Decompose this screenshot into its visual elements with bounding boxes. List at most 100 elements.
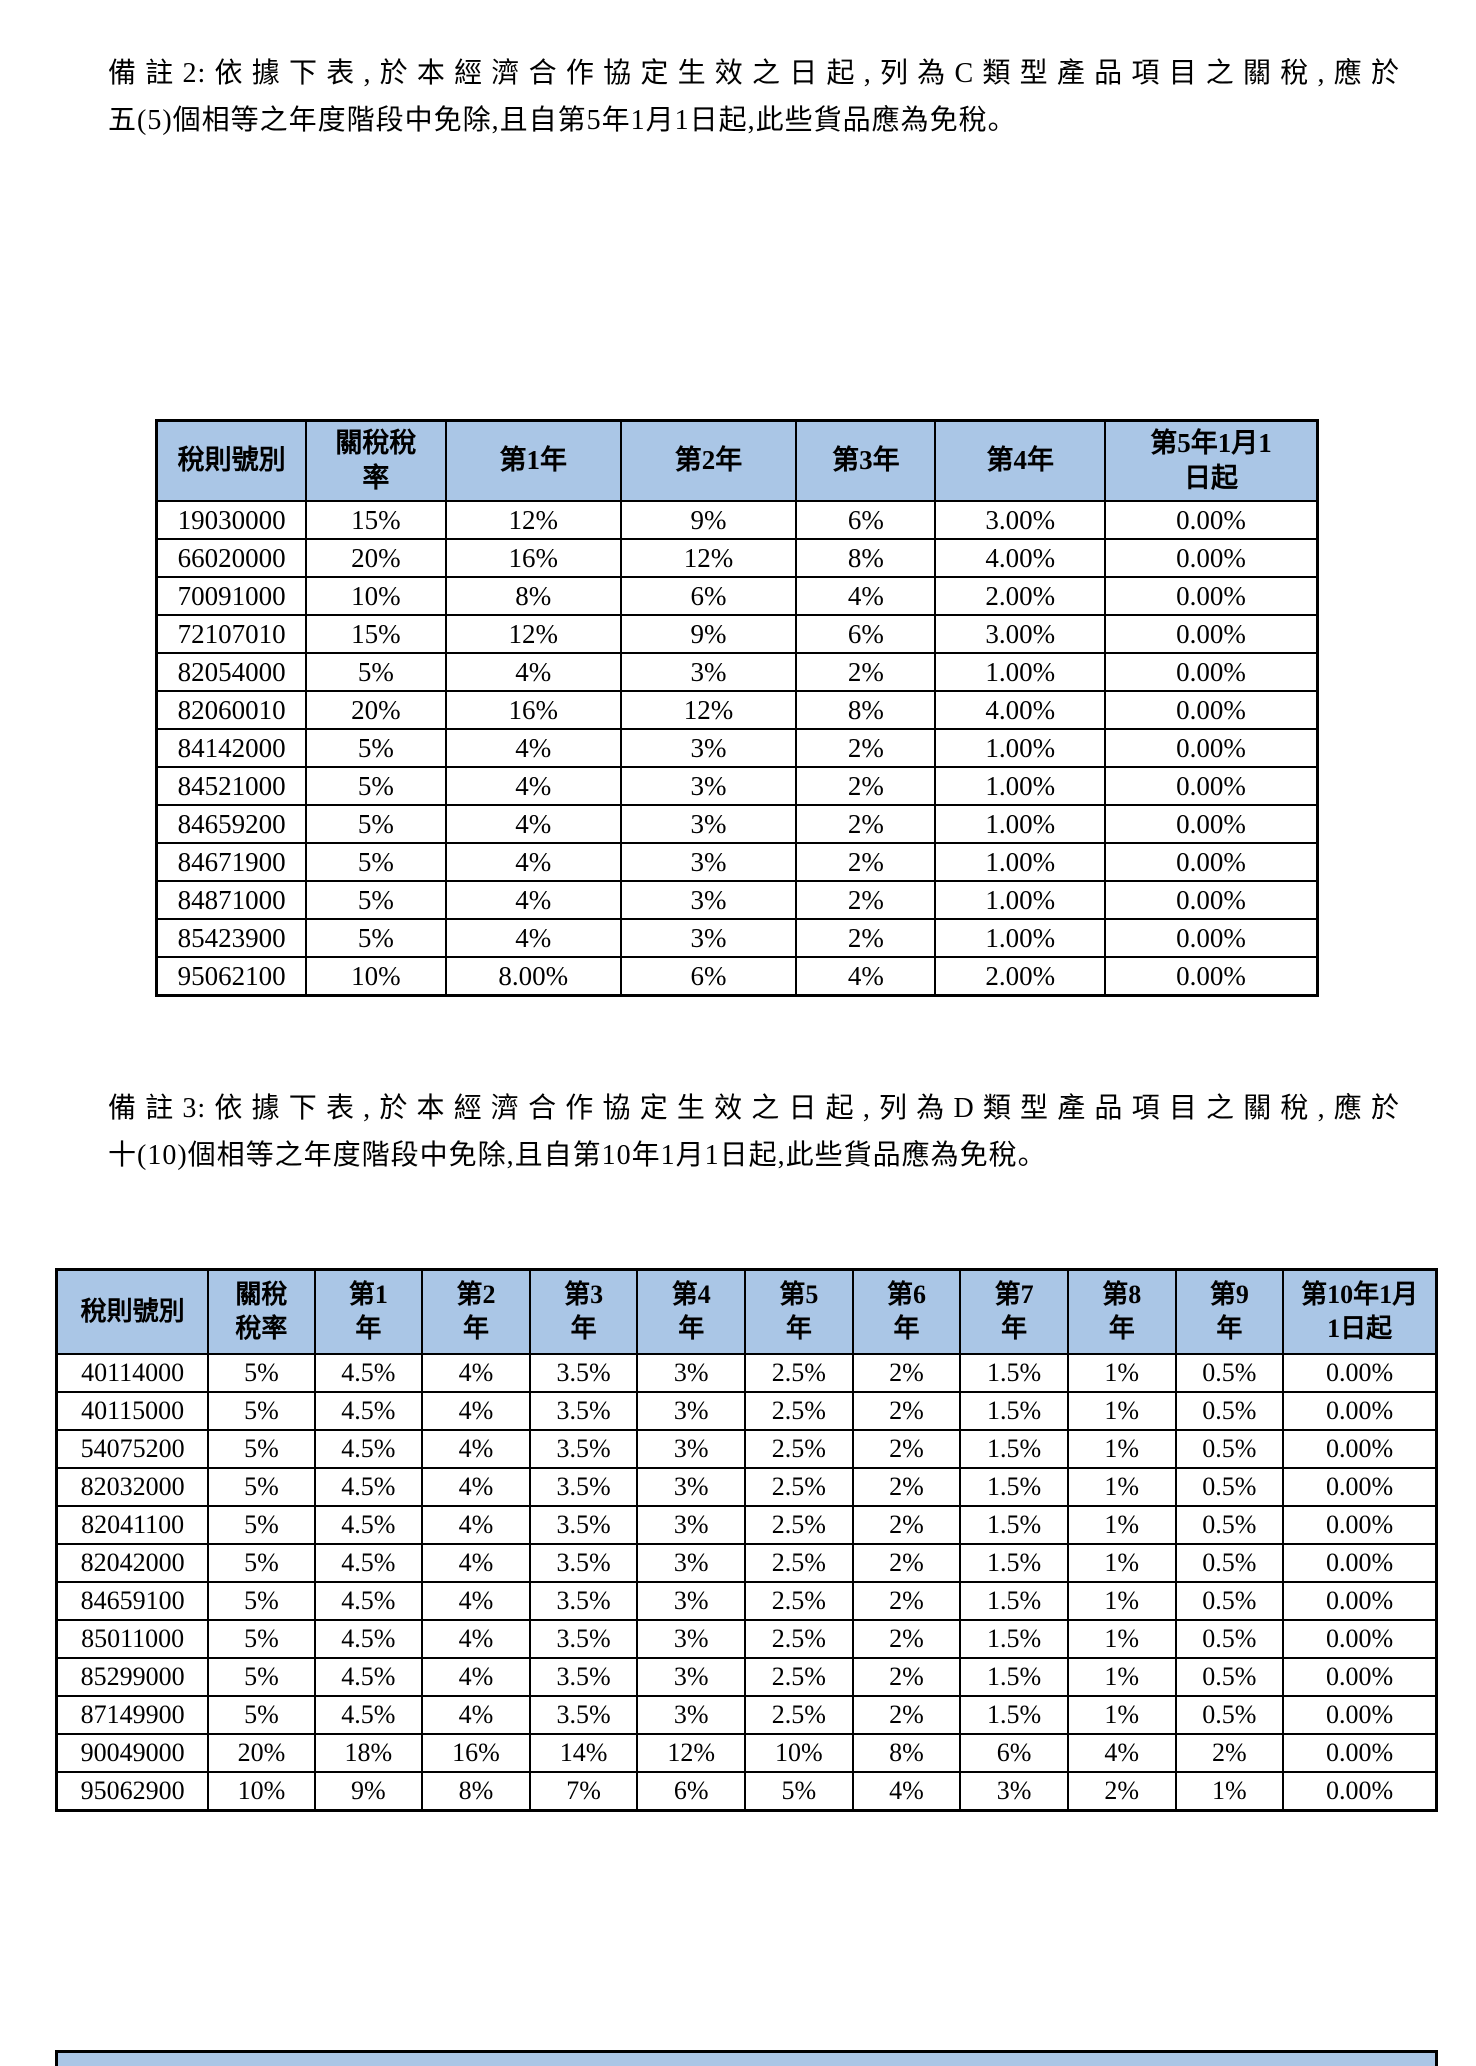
table-cell: 1% bbox=[1066, 1429, 1177, 1469]
note-2-line-2: 五(5)個相等之年度階段中免除,且自第5年1月1日起,此些貨品應為免稅。 bbox=[108, 105, 1017, 136]
note-2-line-1: 備註2:依據下表,於本經濟合作協定生效之日起,列為C類型產品項目之關稅,應於 bbox=[108, 58, 1400, 89]
table-cell: 3.5% bbox=[528, 1353, 639, 1393]
table-cell: 2.5% bbox=[744, 1467, 854, 1507]
table-cell: 2% bbox=[851, 1505, 962, 1545]
table-cell: 2.5% bbox=[744, 1543, 854, 1583]
table-cell: 90049000 bbox=[55, 1733, 210, 1773]
table-cell: 2.5% bbox=[744, 1657, 854, 1697]
table-cell: 40115000 bbox=[55, 1391, 210, 1431]
table-cell: 1.5% bbox=[959, 1543, 1069, 1583]
column-header: 第5年1月1 日起 bbox=[1103, 419, 1319, 502]
table-cell: 0.00% bbox=[1103, 576, 1319, 616]
table-cell: 12% bbox=[619, 690, 798, 730]
table-row: 40114000 5% 4.5% 4% 3.5% 3% 2.5% 2% 1.5% 1% 0.5% 0.… bbox=[55, 1353, 1438, 1393]
table-cell: 1.00% bbox=[934, 804, 1106, 844]
table-cell: 19030000 bbox=[155, 500, 308, 540]
table-cell: 4% bbox=[444, 842, 622, 882]
column-header: 稅則號別 bbox=[55, 1268, 210, 1355]
table-cell: 3% bbox=[619, 880, 798, 920]
table-cell: 3.5% bbox=[528, 1467, 639, 1507]
table-cell: 6% bbox=[795, 614, 937, 654]
table-cell: 4% bbox=[795, 576, 937, 616]
table-cell: 5% bbox=[305, 652, 447, 692]
table-cell: 1% bbox=[1066, 1695, 1177, 1735]
table-row: 85423900 5% 4% 3% 2% 1.00% 0.00% bbox=[155, 918, 1319, 958]
table-cell: 3.00% bbox=[934, 614, 1106, 654]
table-cell: 8% bbox=[851, 1733, 962, 1773]
table-cell: 3% bbox=[619, 804, 798, 844]
table-cell: 0.00% bbox=[1282, 1733, 1438, 1773]
table-cell: 0.5% bbox=[1174, 1543, 1285, 1583]
table-cell: 84521000 bbox=[155, 766, 308, 806]
table-cell: 1% bbox=[1066, 1581, 1177, 1621]
table-cell: 2% bbox=[851, 1391, 962, 1431]
table-cell: 5% bbox=[207, 1391, 316, 1431]
table-cell: 5% bbox=[305, 804, 447, 844]
table-cell: 2% bbox=[795, 766, 937, 806]
table-cell: 8% bbox=[795, 690, 937, 730]
column-header: 第2年 bbox=[619, 419, 798, 502]
table-cell: 4% bbox=[444, 804, 622, 844]
table-cell: 5% bbox=[305, 918, 447, 958]
table-cell: 0.5% bbox=[1174, 1467, 1285, 1507]
table-cell: 2.5% bbox=[744, 1619, 854, 1659]
table-cell: 0.00% bbox=[1282, 1695, 1438, 1735]
table-cell: 6% bbox=[636, 1771, 747, 1812]
table-cell: 1.5% bbox=[959, 1581, 1069, 1621]
table-cell: 4.5% bbox=[313, 1695, 424, 1735]
table-cell: 1% bbox=[1066, 1657, 1177, 1697]
column-header: 第4年 bbox=[934, 419, 1106, 502]
table-cell: 1% bbox=[1066, 1543, 1177, 1583]
table-cell: 2% bbox=[795, 918, 937, 958]
table-cell: 5% bbox=[207, 1657, 316, 1697]
table-cell: 2% bbox=[851, 1353, 962, 1393]
table-cell: 5% bbox=[207, 1505, 316, 1545]
table-row: 85299000 5% 4.5% 4% 3.5% 3% 2.5% 2% 1.5% 1% 0.5% 0.… bbox=[55, 1657, 1438, 1697]
table-cell: 2.00% bbox=[934, 956, 1106, 997]
table-cell: 5% bbox=[207, 1467, 316, 1507]
table-cell: 1% bbox=[1066, 1467, 1177, 1507]
table-cell: 0.00% bbox=[1103, 614, 1319, 654]
column-header: 第7 年 bbox=[959, 1268, 1069, 1355]
table-cell: 0.00% bbox=[1103, 880, 1319, 920]
table-row: 19030000 15% 12% 9% 6% 3.00% 0.00% bbox=[155, 500, 1319, 540]
table-cell: 84659100 bbox=[55, 1581, 210, 1621]
table-cell: 8% bbox=[795, 538, 937, 578]
table-cell: 85423900 bbox=[155, 918, 308, 958]
table-row: 84659100 5% 4.5% 4% 3.5% 3% 2.5% 2% 1.5% 1% 0.5% 0.… bbox=[55, 1581, 1438, 1621]
table-cell: 3.5% bbox=[528, 1619, 639, 1659]
column-header: 第3年 bbox=[795, 419, 937, 502]
table-cell: 0.5% bbox=[1174, 1581, 1285, 1621]
table-cell: 5% bbox=[207, 1619, 316, 1659]
column-header: 第5 年 bbox=[744, 1268, 854, 1355]
table-cell: 20% bbox=[305, 690, 447, 730]
table-cell: 0.5% bbox=[1174, 1429, 1285, 1469]
table-cell: 1.00% bbox=[934, 652, 1106, 692]
table-cell: 0.00% bbox=[1103, 956, 1319, 997]
table-cell: 82032000 bbox=[55, 1467, 210, 1507]
table-cell: 0.5% bbox=[1174, 1695, 1285, 1735]
table-cell: 12% bbox=[444, 614, 622, 654]
note-3-line-1: 備註3:依據下表,於本經濟合作協定生效之日起,列為D類型產品項目之關稅,應於 bbox=[108, 1093, 1400, 1124]
table-cell: 0.00% bbox=[1103, 842, 1319, 882]
table-row: 84671900 5% 4% 3% 2% 1.00% 0.00% bbox=[155, 842, 1319, 882]
table-cell: 3.5% bbox=[528, 1581, 639, 1621]
next-table-header-sliver bbox=[55, 2050, 1438, 2066]
table-cell: 9% bbox=[619, 614, 798, 654]
table-cell: 3.5% bbox=[528, 1505, 639, 1545]
header-row: 稅則號別 關稅 稅率 第1 年第2 年第3 年第4 年第5 年第6 年第7 年第8 年第9 年第10年1… bbox=[55, 1268, 1438, 1355]
table-cell: 3% bbox=[636, 1619, 747, 1659]
table-cell: 84659200 bbox=[155, 804, 308, 844]
table-cell: 82041100 bbox=[55, 1505, 210, 1545]
table-cell: 66020000 bbox=[155, 538, 308, 578]
table-row: 82054000 5% 4% 3% 2% 1.00% 0.00% bbox=[155, 652, 1319, 692]
table-cell: 20% bbox=[207, 1733, 316, 1773]
column-header: 第9 年 bbox=[1174, 1268, 1285, 1355]
table-cell: 1.5% bbox=[959, 1695, 1069, 1735]
table-cell: 4.5% bbox=[313, 1353, 424, 1393]
table-cell: 4.5% bbox=[313, 1657, 424, 1697]
category-c-tariff-table: 稅則號別 關稅稅率第1年 第2年 第3年 第4年 第5年1月1 日起 19030000 15% 1… bbox=[155, 419, 1319, 997]
